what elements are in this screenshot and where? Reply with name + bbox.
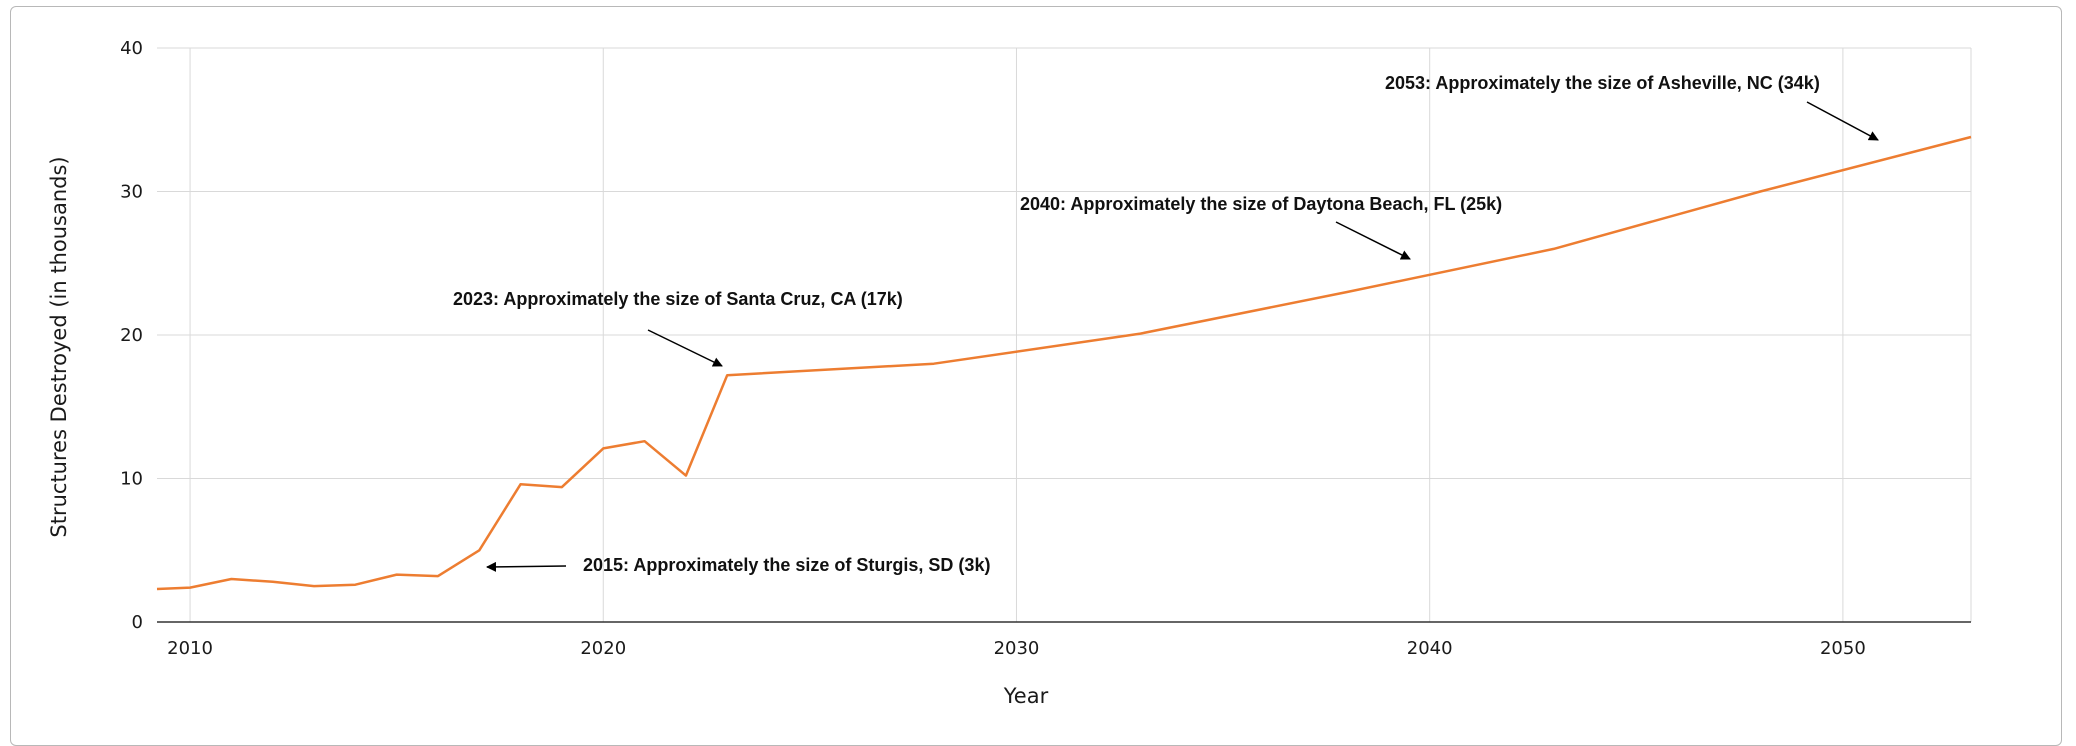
y-axis-title: Structures Destroyed (in thousands) xyxy=(47,156,71,537)
annotation-label: 2015: Approximately the size of Sturgis,… xyxy=(583,555,990,575)
y-tick-label: 0 xyxy=(132,612,143,633)
annotation-label: 2023: Approximately the size of Santa Cr… xyxy=(453,289,903,309)
x-tick-label: 2020 xyxy=(580,638,626,659)
annotation-label: 2053: Approximately the size of Ashevill… xyxy=(1385,73,1820,93)
y-tick-label: 20 xyxy=(120,325,143,346)
annotation-arrow xyxy=(487,566,566,567)
x-tick-label: 2010 xyxy=(167,638,213,659)
x-tick-label: 2030 xyxy=(994,638,1040,659)
y-tick-label: 10 xyxy=(120,469,143,490)
y-tick-label: 30 xyxy=(120,182,143,203)
annotation-label: 2040: Approximately the size of Daytona … xyxy=(1020,194,1502,214)
x-axis-title: Year xyxy=(1003,684,1049,708)
grid xyxy=(157,48,1971,622)
x-tick-label: 2050 xyxy=(1820,638,1866,659)
y-tick-label: 40 xyxy=(120,38,143,59)
annotation-arrow xyxy=(1336,222,1410,259)
x-tick-label: 2040 xyxy=(1407,638,1453,659)
annotations: 2015: Approximately the size of Sturgis,… xyxy=(453,73,1878,575)
